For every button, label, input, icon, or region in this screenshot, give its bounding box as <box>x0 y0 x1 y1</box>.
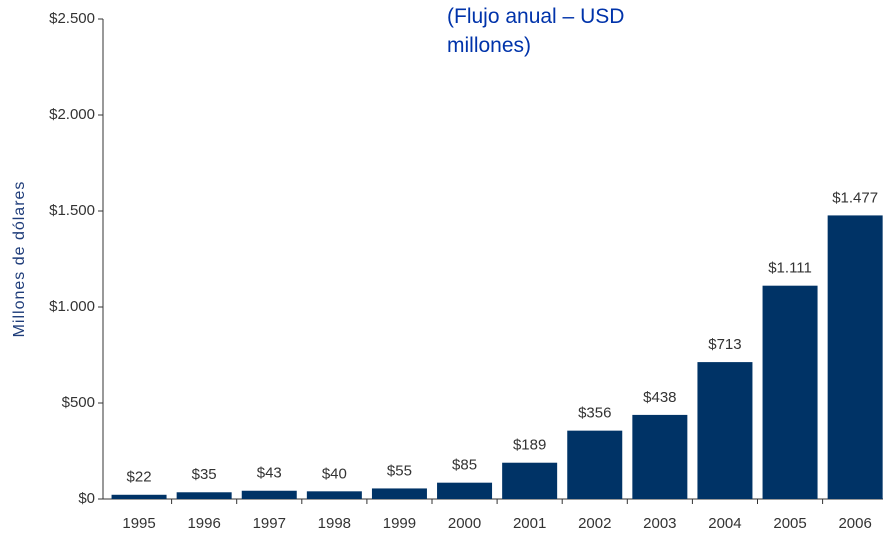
value-label: $55 <box>387 462 412 479</box>
x-tick-label: 2001 <box>513 515 546 532</box>
value-label: $43 <box>257 465 282 482</box>
value-label: $35 <box>192 466 217 483</box>
bar <box>762 285 818 499</box>
chart-title: (Flujo anual – USD millones) <box>447 5 625 57</box>
bar <box>632 414 688 499</box>
x-tick-label: 1997 <box>253 515 286 532</box>
bar <box>371 488 427 499</box>
bar <box>111 494 167 499</box>
y-axis-label: Millones de dólares <box>11 181 28 338</box>
y-tick-label: $2.000 <box>49 106 95 123</box>
y-tick-label: $1.000 <box>49 298 95 315</box>
bar <box>241 490 297 499</box>
bar <box>567 430 623 499</box>
value-label: $356 <box>578 405 611 422</box>
bar <box>697 362 753 499</box>
y-tick-label: $0 <box>78 490 95 507</box>
y-tick-label: $500 <box>62 394 95 411</box>
value-label: $713 <box>708 336 741 353</box>
bar <box>437 482 493 499</box>
value-label: $85 <box>452 457 477 474</box>
value-label: $1.477 <box>832 189 878 206</box>
bar <box>176 492 232 499</box>
value-label: $438 <box>643 389 676 406</box>
value-label: $22 <box>127 469 152 486</box>
y-tick-label: $1.500 <box>49 202 95 219</box>
x-tick-label: 1995 <box>122 515 155 532</box>
x-tick-label: 1996 <box>187 515 220 532</box>
x-tick-label: 2003 <box>643 515 676 532</box>
x-tick-label: 2005 <box>773 515 806 532</box>
x-tick-label: 1999 <box>383 515 416 532</box>
x-tick-label: 2006 <box>838 515 871 532</box>
bar <box>827 215 883 499</box>
x-tick-label: 2004 <box>708 515 741 532</box>
bar <box>306 491 362 499</box>
x-tick-label: 2000 <box>448 515 481 532</box>
value-label: $1.111 <box>768 260 812 277</box>
value-label: $189 <box>513 437 546 454</box>
x-tick-label: 2002 <box>578 515 611 532</box>
x-tick-label: 1998 <box>318 515 351 532</box>
y-tick-label: $2.500 <box>49 10 95 27</box>
value-label: $40 <box>322 465 347 482</box>
bar <box>502 462 558 499</box>
